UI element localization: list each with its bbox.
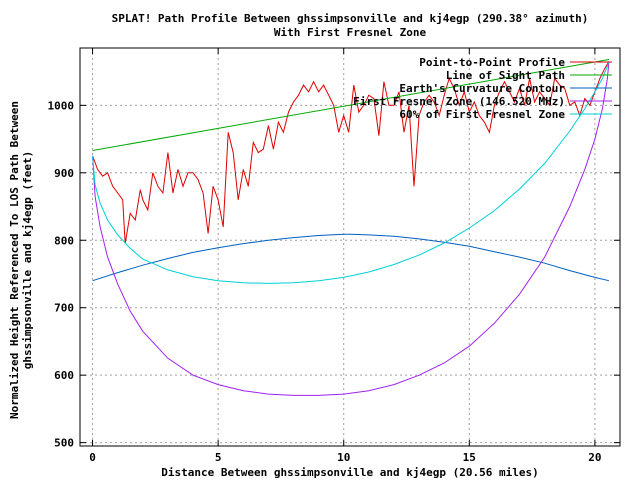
x-tick-label: 0 — [89, 451, 96, 464]
y-axis-label-line2: ghssimpsonville and kj4egp (feet) — [21, 151, 34, 370]
plot-frame — [79, 47, 621, 447]
y-tick-label: 500 — [54, 437, 74, 450]
y-tick-label: 800 — [54, 234, 74, 247]
series-line-los — [92, 59, 609, 151]
y-tick-label: 900 — [54, 167, 74, 180]
chart-subtitle: With First Fresnel Zone — [274, 26, 427, 39]
x-tick-label: 15 — [463, 451, 476, 464]
axes: 0 5 10 15 20 500 600 700 800 900 1000 — [48, 47, 621, 464]
legend-label-curvature: Earth's Curvature Contour — [399, 82, 565, 95]
x-tick-label: 10 — [337, 451, 350, 464]
y-axis-label-line1: Normalized Height Referenced To LOS Path… — [8, 101, 21, 419]
legend-label-los: Line of Sight Path — [446, 69, 565, 82]
y-tick-label: 600 — [54, 369, 74, 382]
x-tick-label: 5 — [215, 451, 222, 464]
y-tick-label: 700 — [54, 302, 74, 315]
series-line-fresnel — [92, 61, 610, 396]
series-group — [92, 59, 610, 396]
series-line-curvature — [92, 233, 610, 282]
series-line-fresnel60 — [92, 61, 610, 284]
legend-label-fresnel60: 60% of First Fresnel Zone — [399, 108, 565, 121]
series-line-profile — [92, 61, 610, 244]
x-axis-label: Distance Between ghssimpsonville and kj4… — [161, 466, 539, 479]
chart-title: SPLAT! Path Profile Between ghssimpsonvi… — [112, 12, 589, 25]
y-tick-label: 1000 — [48, 99, 75, 112]
legend-label-fresnel: First Fresnel Zone (146.520 MHz) — [353, 95, 565, 108]
legend-label-profile: Point-to-Point Profile — [419, 56, 565, 69]
grid — [80, 48, 620, 446]
x-tick-label: 20 — [588, 451, 601, 464]
